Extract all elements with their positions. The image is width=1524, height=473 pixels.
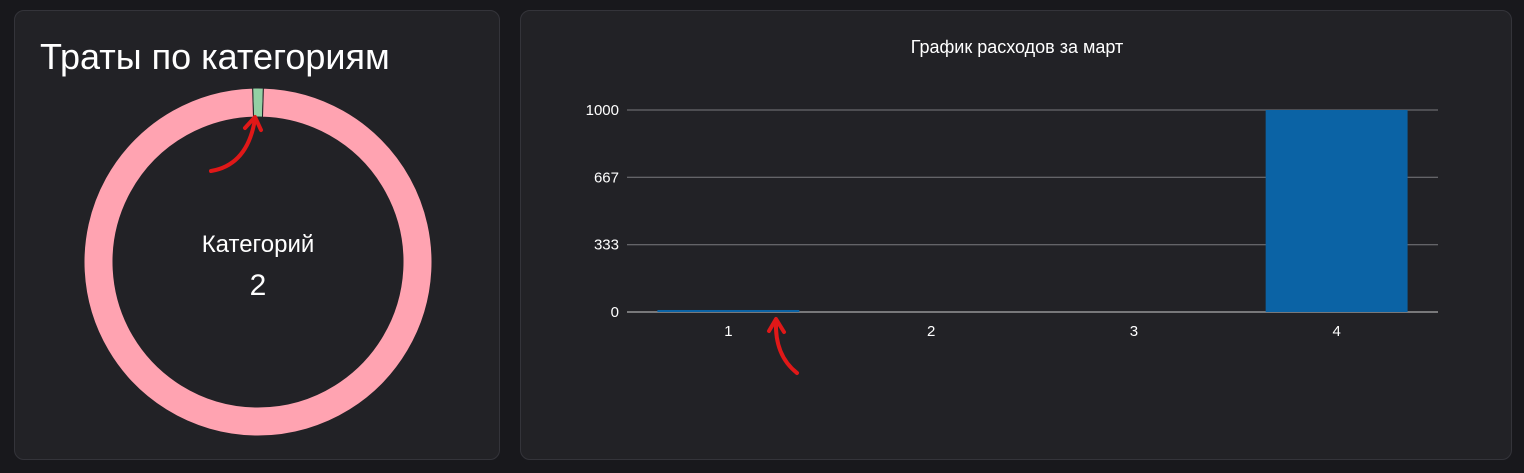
- x-tick-label: 3: [1130, 323, 1138, 340]
- bar-4[interactable]: [1265, 110, 1408, 312]
- chart-title: График расходов за март: [910, 37, 1124, 57]
- donut-slice-2[interactable]: [83, 87, 433, 437]
- x-tick-label: 2: [927, 323, 935, 340]
- card-title: Траты по категориям: [40, 36, 390, 77]
- expenses-chart-card: График расходов за март 0 333 667 1000 1 2 3 4: [520, 10, 1512, 460]
- donut-slice-1[interactable]: [252, 87, 264, 118]
- x-tick-label: 4: [1332, 323, 1340, 340]
- y-tick-label: 333: [594, 237, 619, 254]
- y-tick-label: 1000: [586, 102, 619, 119]
- bar-1[interactable]: [657, 309, 800, 312]
- y-tick-label: 0: [611, 304, 619, 321]
- bar-chart: 0 333 667 1000 1 2 3 4: [586, 102, 1438, 340]
- donut-center-label: Категорий: [201, 231, 315, 258]
- donut-center-value: 2: [249, 269, 267, 302]
- x-tick-label: 1: [724, 323, 732, 340]
- y-tick-label: 667: [594, 169, 619, 186]
- category-spending-card: Траты по категориям Категорий 2: [14, 10, 500, 460]
